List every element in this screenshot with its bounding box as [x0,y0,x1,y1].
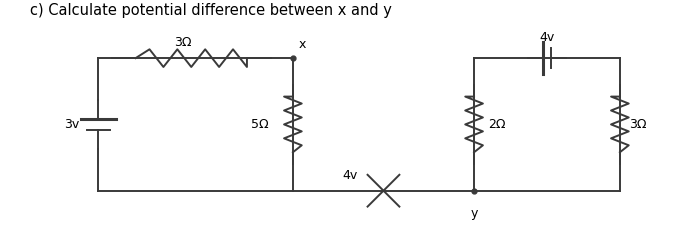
Text: 3v: 3v [64,118,79,131]
Text: 2Ω: 2Ω [488,118,505,131]
Text: x: x [299,38,307,51]
Text: 3Ω: 3Ω [173,36,191,49]
Text: 4v: 4v [540,31,555,44]
Text: 3Ω: 3Ω [629,118,646,131]
Text: 5Ω: 5Ω [251,118,268,131]
Text: y: y [471,207,477,220]
Text: 4v: 4v [342,169,357,182]
Text: c) Calculate potential difference between x and y: c) Calculate potential difference betwee… [30,3,391,18]
